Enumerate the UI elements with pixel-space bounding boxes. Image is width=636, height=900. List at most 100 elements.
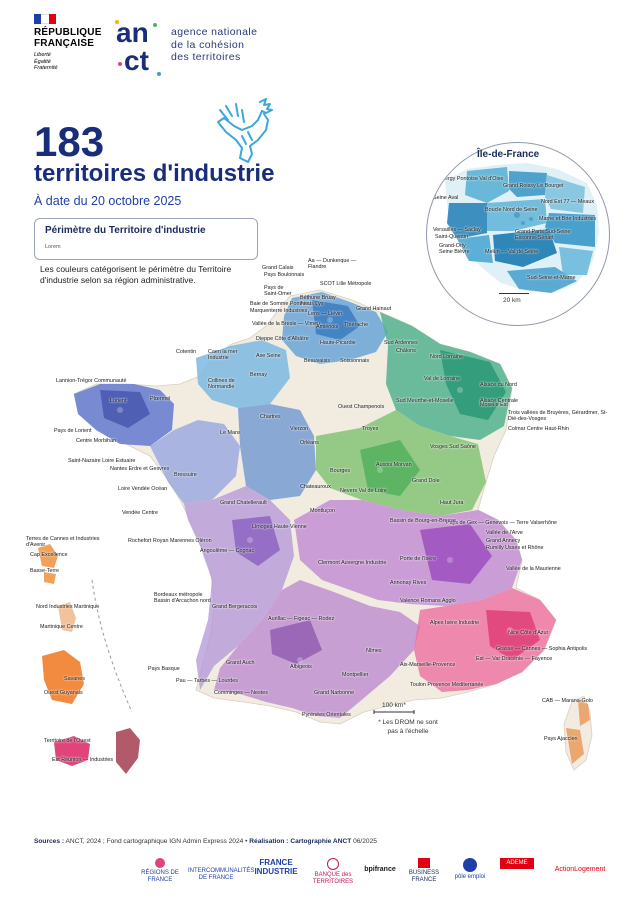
scale-label: 100 km* (382, 702, 406, 709)
map-label: Amiénois (316, 324, 339, 330)
legend-box: Périmètre du Territoire d'industrie Lore… (34, 218, 258, 260)
partner-ademe: ADEME (500, 858, 534, 869)
map-label: Aa — Dunkerque — Flandre (308, 258, 357, 271)
map-label: Territoire de l'Ouest (44, 738, 91, 744)
map-label: Angoulême — Cognac (200, 548, 255, 554)
scale-note: * Les DROM ne sont pas à l'échelle (378, 719, 438, 735)
map-label: Troyes (362, 426, 379, 432)
map-label: Colmar Centre Haut-Rhin (508, 426, 569, 432)
map-label: Aix-Marseille-Provence (400, 662, 456, 668)
business-france-icon (418, 858, 430, 868)
partner-pole-emploi: pôle emploi (450, 858, 490, 881)
map-label: Alsace Centrale (480, 398, 519, 404)
legend-title: Périmètre du Territoire d'industrie (45, 225, 206, 236)
anct-name-line1: agence nationale (171, 26, 258, 38)
map-label: Grand Hainaut (356, 306, 392, 312)
map-label: Vallée de la Maurienne (506, 566, 561, 572)
anct-name-line2: de la cohésion (171, 38, 245, 51)
map-label: Ouest Guyanais (44, 690, 83, 696)
map-label: Basse-Terre (30, 568, 60, 574)
idf-label-versailles: Versailles — Saclay (433, 227, 481, 233)
map-label: Val de Lorraine (424, 376, 461, 382)
map-label: Chateauroux (300, 484, 331, 490)
map-label: Pyrénées Orientales (302, 712, 351, 718)
idf-label-grand-orly: Grand-Orly Seine Bièvre (439, 243, 470, 256)
rooster-icon (217, 98, 273, 163)
partner-bpifrance: bpifrance (360, 866, 400, 873)
map-label: Montluçon (310, 508, 335, 514)
map-label: Plœrmel (150, 396, 171, 402)
partner-banque-des-territoires: BANQUE des TERRITOIRES (310, 858, 356, 886)
sources-text: ANCT, 2024 ; Fond cartographique IGN Adm… (64, 838, 250, 845)
map-label: Annonay Rives (390, 580, 427, 586)
partner-label: pôle emploi (454, 874, 486, 880)
map-label: Caen la mer Industrie (208, 349, 238, 362)
map-label: Comminges — Nestes (214, 690, 268, 696)
map-label: Valence Romans Agglo (400, 598, 456, 604)
motto-fraternite: Fraternité (34, 65, 58, 71)
map-label: Thiérache (344, 322, 368, 328)
partner-france-industrie: FRANCE INDUSTRIE (252, 858, 300, 876)
partner-intercommunalites: INTERCOMMUNALITÉS DE FRANCE (188, 858, 254, 882)
map-label: Pau — Tarbes — Lourdes (176, 678, 238, 684)
map-label: Grasse — Cannes — Sophia Antipolis (496, 646, 588, 652)
map-label: Bressuire (174, 472, 197, 478)
map-label: Loire Vendée Océan (118, 486, 168, 492)
map-label: Béthune Bruay Artois Lys (300, 295, 336, 308)
legend-note: Les couleurs catégorisent le périmètre d… (40, 264, 232, 285)
map-label: Bassin de Bourg-en-Bresse (390, 518, 456, 524)
idf-label-meaux: Nord Est 77 — Meaux (541, 199, 595, 205)
partner-label: BUSINESS FRANCE (408, 870, 440, 883)
map-label: Martinique Centre (40, 624, 83, 630)
pole-emploi-icon (463, 858, 477, 872)
map-label: Grand Narbonne (314, 690, 355, 696)
map-label: Trois vallées de Bruyères, Gérardmer, St… (508, 410, 608, 423)
map-label: Nord Lorraine (430, 354, 463, 360)
territory-count: 183 (34, 118, 105, 165)
anct-name-line3: des territoires (171, 51, 241, 63)
map-label: Lannion-Trégor Communauté (56, 378, 127, 384)
map-label: Limoges Haute-Vienne (252, 524, 307, 530)
map-label: CAB — Marana-Golo (542, 698, 593, 704)
anct-logo-line2: ct (124, 45, 149, 76)
rf-line-1: RÉPUBLIQUE (34, 27, 102, 38)
map-label: Est — Var Dracénie — Fayence (476, 656, 553, 662)
map-label: Moselle Est (480, 402, 508, 408)
map-label: Centre Morbihan (76, 438, 117, 444)
map-label: Sud Meurthe-et-Moselle (396, 398, 454, 404)
anct-name: agence nationale de la cohésion des terr… (171, 26, 257, 64)
idf-label-saint-quentin: Saint-Quentin (435, 234, 468, 240)
partner-label: bpifrance (364, 866, 396, 873)
map-label: Lorient (110, 398, 127, 404)
map-label: Baie de Somme Ponthieu (250, 301, 312, 307)
map-label: Marquenterre Industries (250, 308, 308, 314)
sources-line: Sources : ANCT, 2024 ; Fond cartographiq… (34, 838, 377, 845)
idf-label-melun: Melun — Val de Seine (485, 249, 539, 255)
idf-label-roissy: Grand Roissy Le Bourget (503, 183, 564, 189)
idf-label-marne-brie: Marne et Brie Industries (539, 216, 597, 222)
map-label: Montpellier (342, 672, 369, 678)
map-label: Vallée de l'Arve (486, 530, 523, 536)
page-title: territoires d'industrie (34, 160, 275, 187)
banque-des-territoires-icon (327, 858, 339, 870)
map-label: Porte de l'Isère (400, 556, 437, 562)
map-label: Grand Auch (226, 660, 255, 666)
map-label: Nord Industries Martinique (36, 604, 100, 610)
map-label: Vierzon (290, 426, 309, 432)
map-label: Vallée de la Bresle — Vimeu (252, 321, 321, 327)
realisation-label: Réalisation : (249, 838, 289, 845)
map-label: Saint-Nazaire Loire Estuaire (68, 458, 136, 464)
map-label: Collines de Normandie (208, 378, 235, 391)
map-label: Savanes (64, 676, 85, 682)
idf-label-sud-seine-et-marne: Sud-Seine-et-Marne (527, 275, 576, 281)
map-label: Cap Excellence (30, 552, 68, 558)
map-label: Grand Chatellerault (220, 500, 267, 506)
partner-label: ActionLogement (554, 866, 606, 873)
map-label: Le Mans (220, 430, 241, 436)
motto-egalite: Égalité (34, 58, 51, 65)
partner-label: FRANCE INDUSTRIE (254, 858, 298, 876)
map-label: Grand Dole (412, 478, 440, 484)
map-label: Axe Seine (256, 353, 281, 359)
partner-label: BANQUE des TERRITOIRES (312, 872, 354, 885)
